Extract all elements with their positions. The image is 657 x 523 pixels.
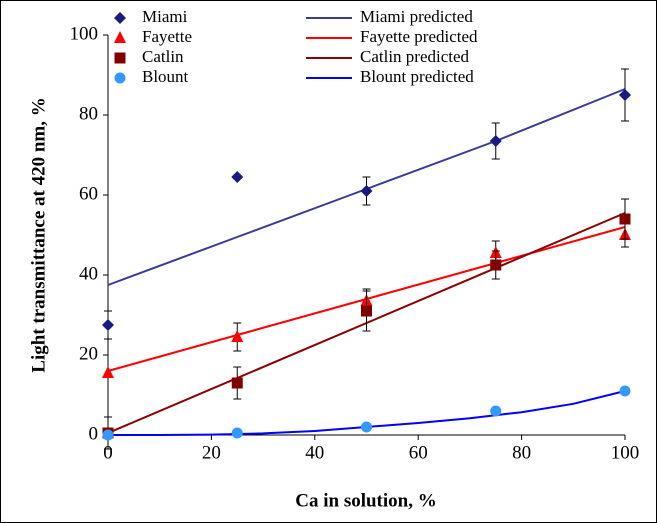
x-tick-label: 40 xyxy=(305,442,324,463)
legend-marker xyxy=(114,31,126,43)
y-tick-label: 40 xyxy=(79,263,98,284)
point xyxy=(619,385,631,397)
legend-label: Miami xyxy=(142,7,188,26)
y-tick-label: 0 xyxy=(89,423,99,444)
x-tick-label: 20 xyxy=(202,442,221,463)
legend-marker xyxy=(114,52,126,64)
point xyxy=(102,319,114,331)
legend-marker xyxy=(114,12,126,24)
point xyxy=(231,171,244,183)
point xyxy=(102,429,114,441)
legend-label: Catlin xyxy=(142,47,184,66)
point xyxy=(490,405,502,417)
point xyxy=(489,135,502,147)
point xyxy=(102,366,114,378)
y-axis-title: Light transmittance at 420 nm, % xyxy=(28,97,49,372)
point xyxy=(619,213,631,225)
x-tick-label: 80 xyxy=(512,442,531,463)
y-tick-label: 80 xyxy=(79,103,98,124)
point xyxy=(619,89,631,101)
point xyxy=(490,259,502,271)
legend-label: Catlin predicted xyxy=(360,47,470,66)
legend-marker xyxy=(114,72,126,84)
point xyxy=(231,427,243,439)
point xyxy=(231,377,243,389)
legend-label: Fayette predicted xyxy=(360,27,478,46)
point xyxy=(231,330,244,342)
y-tick-label: 100 xyxy=(70,23,99,44)
legend-label: Blount predicted xyxy=(360,67,474,86)
y-tick-label: 20 xyxy=(79,343,98,364)
legend-label: Blount xyxy=(142,67,189,86)
x-axis-title: Ca in solution, % xyxy=(295,490,436,511)
point xyxy=(360,185,373,197)
legend-label: Fayette xyxy=(142,27,192,46)
x-tick-label: 100 xyxy=(611,442,640,463)
point xyxy=(361,421,372,433)
y-tick-label: 60 xyxy=(79,183,98,204)
x-tick-label: 0 xyxy=(103,442,113,463)
point xyxy=(361,305,372,317)
legend-label: Miami predicted xyxy=(360,7,473,26)
x-tick-label: 60 xyxy=(409,442,428,463)
